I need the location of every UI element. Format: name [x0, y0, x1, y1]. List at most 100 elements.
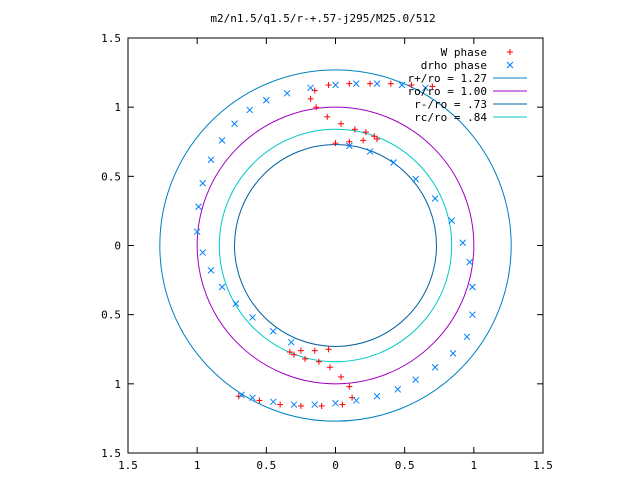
point-1-10-b	[218, 137, 226, 144]
point-0-16	[346, 138, 353, 145]
point-0-28	[315, 358, 322, 365]
point-1-34	[431, 363, 439, 371]
point-1-1	[398, 81, 406, 89]
point-1-23-b	[366, 148, 374, 155]
point-1-7	[262, 96, 270, 104]
y-tick-label-6: 1.5	[101, 32, 121, 45]
point-1-15	[199, 249, 207, 256]
point-0-25	[346, 383, 353, 390]
point-1-28	[459, 239, 467, 247]
point-1-9-b	[231, 120, 238, 128]
data-points	[193, 80, 476, 409]
point-1-34-b	[431, 363, 439, 371]
axes: 1.5 1 0.5 0 0.5 1 1.51.510.500.511.5	[101, 32, 553, 472]
point-1-5	[307, 84, 314, 92]
point-1-27	[448, 217, 456, 224]
point-1-31	[469, 311, 476, 319]
point-0-26	[338, 373, 345, 380]
point-1-22	[345, 142, 353, 150]
point-1-8	[246, 106, 254, 114]
y-tick-label-3: 0	[114, 240, 121, 253]
point-1-21	[287, 338, 295, 346]
point-1-26	[431, 195, 439, 202]
point-0-0	[429, 83, 436, 90]
point-1-29-b	[466, 258, 474, 266]
point-1-18-b	[232, 300, 240, 307]
x-tick-label-0: 1.5	[118, 459, 138, 472]
point-1-36-b	[394, 386, 402, 393]
x-tick-label-1: 1	[194, 459, 201, 472]
point-1-16	[207, 267, 215, 274]
circle-1	[196, 106, 475, 385]
point-1-43-b	[249, 394, 256, 402]
point-1-44-b	[238, 391, 245, 399]
y-tick-label-1: 1	[114, 378, 121, 391]
legend-label-0: W phase	[441, 46, 487, 59]
point-1-27-b	[448, 217, 456, 224]
point-1-11	[207, 156, 215, 164]
point-0-10	[338, 120, 345, 127]
point-1-26-b	[431, 195, 439, 202]
point-0-12	[362, 129, 369, 136]
point-1-15-b	[199, 249, 207, 256]
point-1-32-b	[463, 333, 471, 341]
point-1-22-b	[345, 142, 353, 150]
point-1-16-b	[207, 267, 215, 274]
x-tick-label-2: 0.5	[256, 459, 276, 472]
point-0-17	[332, 140, 339, 147]
point-1-24	[390, 159, 397, 166]
point-1-37	[373, 392, 381, 400]
point-0-33	[311, 347, 318, 354]
point-0-31	[286, 349, 293, 356]
point-1-40	[311, 401, 319, 408]
point-1-13-b	[195, 203, 202, 211]
point-0-30	[291, 351, 297, 358]
point-1-2	[373, 80, 381, 88]
point-0-24	[349, 394, 356, 401]
point-1-23	[366, 148, 374, 155]
point-1-2-b	[373, 80, 381, 88]
point-1-8-b	[246, 106, 254, 114]
point-1-17	[218, 283, 226, 291]
point-1-10	[218, 137, 226, 144]
legend-marker-1	[506, 61, 514, 69]
point-1-7-b	[262, 96, 270, 104]
point-1-20-b	[269, 327, 277, 335]
point-0-3	[367, 80, 374, 87]
point-0-29	[302, 355, 309, 362]
point-1-0	[422, 84, 429, 92]
point-1-35-b	[412, 376, 420, 384]
point-1-0-b	[422, 84, 429, 92]
legend-label-3: ro/ro = 1.00	[408, 85, 487, 98]
y-tick-label-4: 0.5	[101, 170, 121, 183]
point-1-38-b	[352, 397, 360, 404]
point-1-5-b	[307, 84, 314, 92]
legend-label-5: rc/ro = .84	[414, 111, 487, 124]
point-1-18	[232, 300, 240, 307]
point-1-3	[352, 80, 360, 88]
point-1-36	[394, 386, 402, 393]
point-0-20	[277, 401, 284, 408]
x-tick-label-3: 0	[332, 459, 339, 472]
point-0-27	[326, 364, 333, 371]
point-0-1	[408, 82, 415, 89]
point-1-25-b	[412, 175, 420, 183]
point-1-9	[231, 120, 238, 128]
point-0-6	[311, 87, 318, 94]
point-1-40-b	[311, 401, 319, 408]
point-1-30-b	[469, 283, 476, 291]
point-1-32	[463, 333, 471, 341]
point-0-23	[339, 401, 346, 408]
point-0-15	[360, 137, 367, 144]
legend-label-2: r+/ro = 1.27	[408, 72, 487, 85]
point-1-33-b	[449, 350, 457, 357]
point-1-6-b	[283, 89, 291, 97]
point-0-2	[387, 80, 394, 87]
point-1-37-b	[373, 392, 381, 400]
point-0-32	[297, 347, 304, 354]
point-1-3-b	[352, 80, 360, 88]
point-1-20	[269, 327, 277, 335]
x-tick-label-5: 1	[471, 459, 478, 472]
point-1-13	[195, 203, 202, 211]
